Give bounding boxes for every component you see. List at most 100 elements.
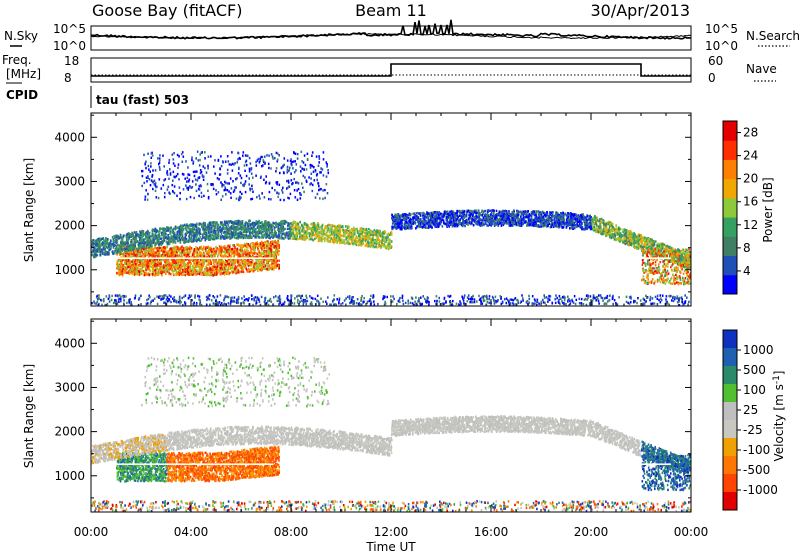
- scatter-cell: [181, 265, 183, 267]
- scatter-cell: [208, 274, 210, 276]
- scatter-cell: [230, 268, 232, 270]
- scatter-cell: [165, 273, 167, 275]
- scatter-cell: [187, 248, 189, 250]
- scatter-cell: [230, 265, 232, 267]
- scatter-cell: [168, 253, 170, 255]
- scatter-cell: [165, 269, 167, 271]
- freq-left-tick-bottom: 8: [64, 71, 72, 85]
- scatter-cell: [145, 269, 147, 271]
- scatter-cell: [206, 264, 208, 266]
- scatter-cell: [253, 266, 255, 268]
- freq-panel: Freq. [MHz] 18 8 60 0 Nave: [2, 53, 777, 85]
- scatter-cell: [208, 270, 210, 272]
- scatter-cell: [243, 244, 245, 246]
- scatter-cell: [187, 266, 189, 268]
- scatter-cell: [154, 247, 156, 249]
- scatter-cell: [135, 254, 137, 256]
- scatter-cell: [345, 238, 347, 240]
- scatter-cell: [136, 253, 138, 255]
- scatter-cell: [162, 255, 164, 257]
- freq-trace: [91, 64, 691, 76]
- scatter-cell: [145, 255, 147, 257]
- scatter-cell: [274, 264, 276, 266]
- figure: Goose Bay (fitACF) Beam 11 30/Apr/2013 N…: [0, 0, 800, 554]
- scatter-cell: [274, 255, 276, 257]
- scatter-cell: [208, 252, 210, 254]
- scatter-cell: [255, 242, 257, 244]
- scatter-cell: [345, 225, 347, 227]
- scatter-cell: [276, 241, 278, 243]
- scatter-cell: [234, 271, 236, 273]
- scatter-cell: [238, 244, 240, 246]
- scatter-cell: [263, 247, 265, 249]
- scatter-cell: [232, 271, 234, 273]
- scatter-cell: [209, 260, 211, 262]
- scatter-cell: [143, 270, 145, 272]
- scatter-cell: [123, 271, 125, 273]
- scatter-cell: [129, 270, 131, 272]
- scatter-cell: [243, 271, 245, 273]
- scatter-cell: [116, 272, 118, 274]
- scatter-cell: [227, 247, 229, 249]
- scatter-cell: [276, 264, 278, 266]
- scatter-cell: [166, 241, 168, 243]
- scatter-cell: [273, 268, 275, 270]
- scatter-cell: [180, 262, 182, 264]
- scatter-cell: [244, 266, 246, 268]
- scatter-cell: [277, 247, 279, 249]
- scatter-cell: [138, 270, 140, 272]
- scatter-cell: [186, 265, 188, 267]
- scatter-cell: [225, 255, 227, 257]
- scatter-cell: [247, 260, 249, 262]
- scatter-cell: [234, 262, 236, 264]
- scatter-cell: [385, 240, 387, 242]
- scatter-cell: [368, 245, 370, 247]
- scatter-cell: [180, 241, 182, 243]
- scatter-cell: [271, 260, 273, 262]
- scatter-cell: [226, 237, 228, 239]
- scatter-cell: [159, 247, 161, 249]
- scatter-cell: [275, 245, 277, 247]
- scatter-cell: [265, 264, 267, 266]
- scatter-cell: [195, 272, 197, 274]
- scatter-cell: [234, 249, 236, 251]
- scatter-cell: [263, 242, 265, 244]
- scatter-cell: [175, 267, 177, 269]
- scatter-cell: [215, 246, 217, 248]
- date-title: 30/Apr/2013: [590, 1, 690, 20]
- scatter-cell: [195, 265, 197, 267]
- scatter-cell: [163, 266, 165, 268]
- scatter-cell: [172, 254, 174, 256]
- scatter-cell: [236, 270, 238, 272]
- scatter-cell: [143, 265, 145, 267]
- scatter-cell: [269, 260, 271, 262]
- scatter-cell: [266, 268, 268, 270]
- scatter-cell: [124, 262, 126, 264]
- scatter-cell: [207, 268, 209, 270]
- scatter-cell: [133, 271, 135, 273]
- scatter-cell: [140, 254, 142, 256]
- scatter-cell: [175, 270, 177, 272]
- scatter-cell: [263, 245, 265, 247]
- scatter-cell: [268, 249, 270, 251]
- scatter-cell: [184, 266, 186, 268]
- scatter-cell: [169, 231, 171, 233]
- scatter-cell: [153, 249, 155, 251]
- freq-right-tick-bottom: 0: [708, 71, 716, 85]
- scatter-cell: [168, 268, 170, 270]
- scatter-cell: [156, 263, 158, 265]
- scatter-cell: [275, 249, 277, 251]
- scatter-cell: [248, 270, 250, 272]
- scatter-cell: [126, 240, 128, 242]
- scatter-cell: [246, 243, 248, 245]
- scatter-cell: [174, 251, 176, 253]
- scatter-cell: [237, 248, 239, 250]
- scatter-cell: [256, 264, 258, 266]
- scatter-cell: [177, 240, 179, 242]
- scatter-cell: [210, 231, 212, 233]
- scatter-cell: [221, 253, 223, 255]
- freq-unit-label: [MHz]: [6, 67, 41, 81]
- scatter-cell: [232, 265, 234, 267]
- scatter-cell: [131, 267, 133, 269]
- noise-sky-trace: [91, 20, 691, 39]
